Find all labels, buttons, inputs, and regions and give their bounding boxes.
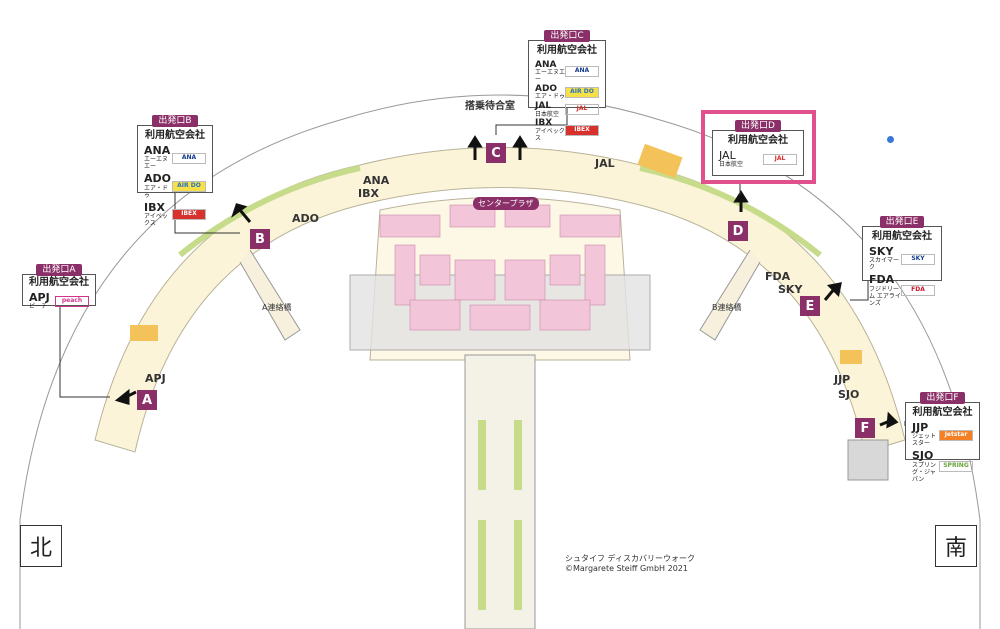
card-row: ANA エーエヌエー ANA (144, 144, 206, 171)
card-row: IBX アイベックス IBEX (535, 118, 599, 142)
skymark-logo-icon: SKY (901, 253, 935, 265)
walkway-green (478, 520, 486, 610)
card-row: ADO エア・ドゥ AIR DO (144, 172, 206, 199)
ana-logo-icon: ANA (565, 66, 599, 78)
gate-a-marker[interactable]: A (137, 390, 157, 410)
card-tag: 出発口E (879, 216, 925, 229)
shop-block (130, 325, 158, 341)
south-walkway (464, 354, 536, 629)
south-indicator: 南 (935, 525, 977, 567)
airline-label: ADO (292, 212, 319, 225)
shop-block (637, 143, 683, 179)
airline-label: FDA (765, 270, 791, 283)
outer-boundary (19, 94, 981, 629)
airline-label: SJO (838, 388, 860, 401)
departure-card-e: 出発口E 利用航空会社 SKY スカイマーク SKY FDA フジドリーム エアライン… (862, 216, 942, 307)
grey-area (847, 439, 889, 481)
shop-block (840, 350, 862, 364)
fda-logo-icon: FDA (901, 285, 935, 297)
departure-card-d: 出発口D 利用航空会社 JAL 日本航空 JAL (712, 120, 804, 176)
card-row: ANA エーエヌエー ANA (535, 60, 599, 84)
departure-card-a: 出発口A 利用航空会社 APJ ピーチ peach (22, 264, 96, 310)
walkway-green (514, 520, 522, 610)
ibex-logo-icon: IBEX (172, 209, 206, 221)
card-row: SJO スプリング・ジャパン SPRING (912, 449, 973, 483)
airline-label: JAL (595, 157, 615, 170)
card-row: IBX アイベックス IBEX (144, 201, 206, 228)
a-bridge-label: A連絡橋 (262, 303, 292, 312)
gate-b-marker[interactable]: B (250, 229, 270, 249)
walkway-green (478, 420, 486, 490)
airline-label: ANA (363, 174, 390, 187)
exit-arrows (114, 135, 899, 429)
airline-code: APJ ピーチ (29, 290, 50, 311)
ibex-logo-icon: IBEX (565, 125, 599, 136)
card-tag: 出発口A (36, 264, 82, 277)
card-tag: 出発口F (920, 392, 965, 405)
gate-d-marker[interactable]: D (728, 221, 748, 241)
waiting-room-label: 搭乗待合室 (465, 101, 515, 112)
jal-logo-icon: JAL (763, 154, 797, 166)
steiff-copyright: ©Margarete Steiff GmbH 2021 (565, 564, 688, 573)
b-bridge-label: B連絡橋 (712, 303, 742, 312)
gate-e-marker[interactable]: E (800, 296, 820, 316)
card-row: ADO エア・ドゥ AIR DO (535, 84, 599, 101)
selected-gate-highlight (701, 110, 816, 184)
card-title: 利用航空会社 (145, 130, 205, 142)
card-row: JJP ジェットスター Jetstar (912, 421, 973, 448)
airline-label: APJ (145, 372, 166, 385)
card-title: 利用航空会社 (537, 45, 597, 57)
green-strip-left (178, 165, 361, 258)
jetstar-logo-icon: Jetstar (939, 429, 973, 441)
card-tag: 出発口B (152, 115, 198, 128)
leader-lines (59, 107, 906, 426)
shop-cluster (379, 204, 621, 331)
departure-card-b: 出発口B 利用航空会社 ANA エーエヌエー ANA ADO エア・ドゥ AIR DO … (137, 115, 213, 227)
departure-card-f: 出発口F 利用航空会社 JJP ジェットスター Jetstar SJO スプリング・ジ… (905, 392, 980, 483)
spring-logo-icon: SPRING (939, 461, 973, 473)
card-title: 利用航空会社 (912, 407, 973, 419)
location-dot-icon (887, 136, 894, 143)
card-tag: 出発口D (735, 120, 781, 133)
airline-label: SKY (778, 283, 803, 296)
departure-card-c: 出発口C 利用航空会社 ANA エーエヌエー ANA ADO エア・ドゥ AIR DO … (528, 30, 606, 142)
airline-label: JJP (834, 373, 851, 386)
walkway-green (514, 420, 522, 490)
b-bridge (699, 249, 761, 341)
airline-label: IBX (358, 187, 379, 200)
north-indicator: 北 (20, 525, 62, 567)
gate-c-marker[interactable]: C (486, 143, 506, 163)
card-row: FDA フジドリーム エアラインズ FDA (869, 273, 935, 307)
card-row: APJ ピーチ peach (29, 290, 89, 312)
airdo-logo-icon: AIR DO (172, 181, 206, 192)
card-tag: 出発口C (544, 30, 590, 43)
card-title: 利用航空会社 (29, 277, 89, 289)
peach-logo-icon: peach (55, 296, 89, 308)
airdo-logo-icon: AIR DO (565, 87, 599, 99)
card-title: 利用航空会社 (728, 135, 788, 147)
jal-logo-icon: JAL (565, 104, 599, 116)
ana-logo-icon: ANA (172, 152, 206, 164)
card-row: JAL 日本航空 JAL (535, 101, 599, 118)
card-title: 利用航空会社 (872, 231, 932, 243)
center-plaza-label: センタープラザ (473, 197, 539, 210)
card-row: SKY スカイマーク SKY (869, 245, 935, 272)
a-bridge (239, 249, 301, 341)
card-row: JAL 日本航空 JAL (719, 149, 797, 170)
steiff-title: シュタイフ ディスカバリーウォーク (565, 554, 695, 563)
gate-f-marker[interactable]: F (855, 418, 875, 438)
